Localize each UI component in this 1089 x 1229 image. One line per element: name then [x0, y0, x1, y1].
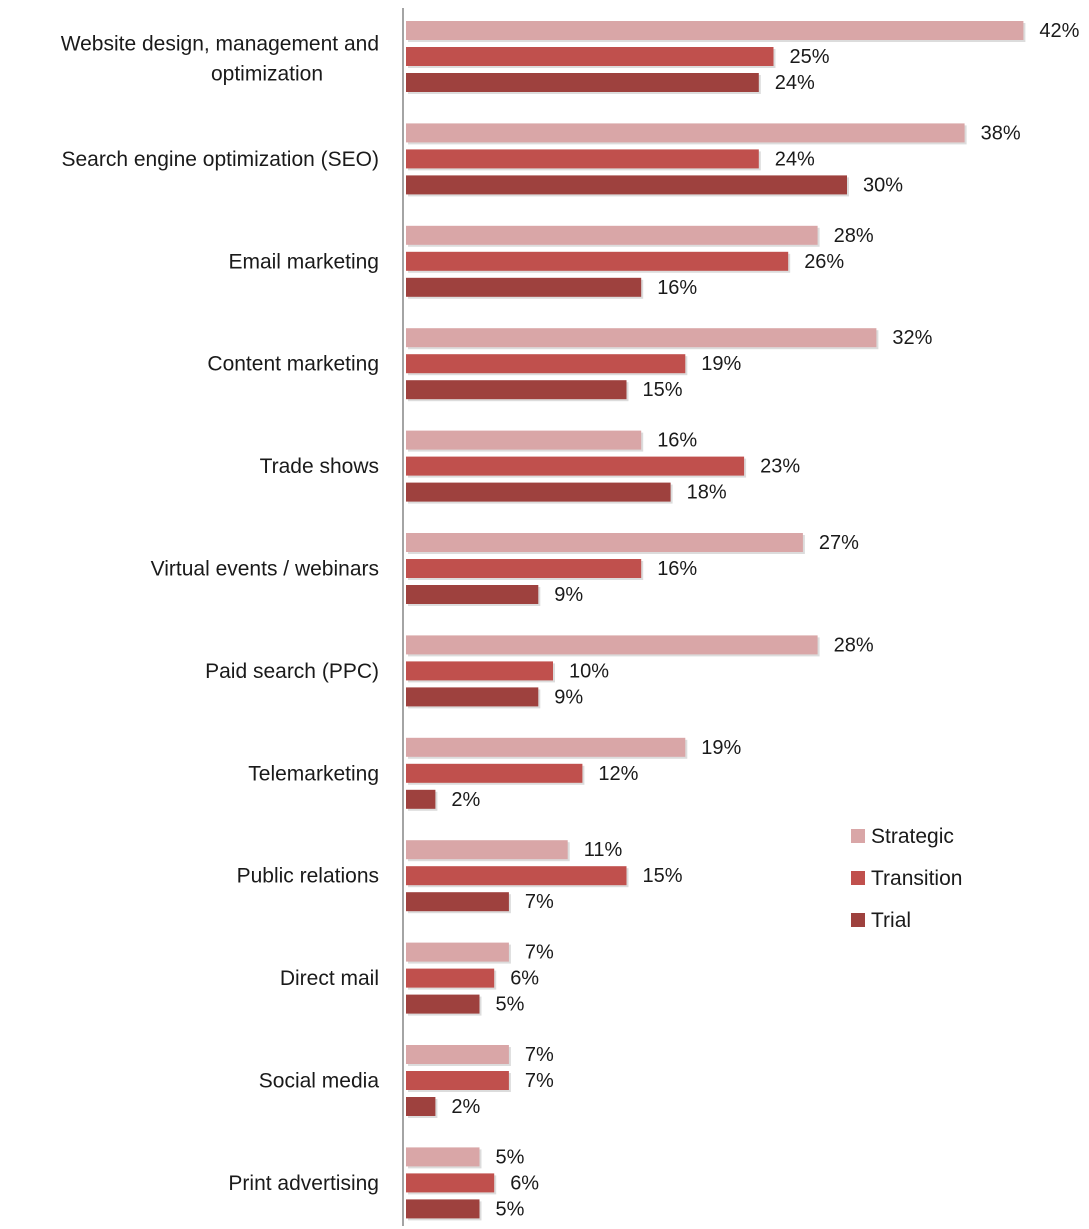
- value-label-strategic-email-marketing: 28%: [834, 225, 874, 247]
- value-label-trial-trade-shows: 18%: [687, 482, 727, 504]
- bar-transition-email-marketing: [406, 251, 789, 271]
- bar-transition-print-advertising: [406, 1173, 495, 1193]
- value-label-trial-telemarketing: 2%: [451, 789, 480, 811]
- bar-strategic-print-advertising: [406, 1147, 480, 1167]
- legend-label-strategic: Strategic: [871, 825, 954, 848]
- category-label-direct-mail: Direct mail: [280, 967, 379, 990]
- value-label-transition-email-marketing: 26%: [804, 251, 844, 273]
- value-label-transition-social-media: 7%: [525, 1070, 554, 1092]
- bar-strategic-virtual-events-webinars: [406, 533, 803, 552]
- value-label-transition-search-engine-optimization-seo: 24%: [775, 148, 815, 170]
- value-label-strategic-telemarketing: 19%: [701, 737, 741, 759]
- bar-trial-trade-shows: [406, 482, 671, 502]
- bar-transition-virtual-events-webinars: [406, 559, 642, 578]
- legend-swatch-transition: [851, 871, 865, 885]
- bars-layer: [406, 21, 1026, 1221]
- value-label-transition-content-marketing: 19%: [701, 353, 741, 375]
- value-label-trial-content-marketing: 15%: [643, 379, 683, 401]
- value-label-transition-trade-shows: 23%: [760, 456, 800, 478]
- legend-label-trial: Trial: [871, 909, 911, 932]
- bar-strategic-public-relations: [406, 840, 568, 860]
- category-label-paid-search-ppc: Paid search (PPC): [205, 660, 379, 683]
- legend-label-transition: Transition: [871, 867, 962, 890]
- bar-trial-telemarketing: [406, 789, 436, 809]
- value-label-strategic-search-engine-optimization-seo: 38%: [981, 122, 1021, 144]
- legend-swatch-trial: [851, 913, 865, 927]
- bar-transition-content-marketing: [406, 354, 686, 374]
- bar-strategic-paid-search-ppc: [406, 635, 818, 655]
- bar-trial-email-marketing: [406, 277, 642, 297]
- value-labels: 42% 25% 24% 38% 24% 30% 28% 26% 16% 32% 19% 15% 16% 2…: [451, 20, 1079, 1220]
- bar-strategic-telemarketing: [406, 737, 686, 757]
- bar-transition-website-design-management-and-optimization: [406, 47, 774, 66]
- value-label-transition-direct-mail: 6%: [510, 968, 539, 990]
- category-label-public-relations: Public relations: [237, 865, 379, 888]
- bar-strategic-content-marketing: [406, 328, 877, 348]
- legend-swatch-strategic: [851, 829, 865, 843]
- category-label-print-advertising: Print advertising: [228, 1172, 379, 1195]
- bar-strategic-direct-mail: [406, 942, 509, 962]
- value-label-strategic-social-media: 7%: [525, 1044, 554, 1066]
- bar-transition-direct-mail: [406, 968, 495, 988]
- category-label-email-marketing: Email marketing: [228, 250, 379, 273]
- bar-trial-public-relations: [406, 892, 509, 912]
- category-labels: Website design, management and optimizati…: [61, 33, 380, 1195]
- value-label-trial-direct-mail: 5%: [496, 994, 525, 1016]
- bar-trial-content-marketing: [406, 380, 627, 400]
- value-label-strategic-content-marketing: 32%: [892, 327, 932, 349]
- category-label-content-marketing: Content marketing: [207, 353, 379, 376]
- value-label-transition-public-relations: 15%: [643, 865, 683, 887]
- category-label-website-design-management-and-optimization: Website design, management and optimizati…: [61, 33, 379, 86]
- value-label-trial-website-design-management-and-optimization: 24%: [775, 72, 815, 94]
- bar-transition-search-engine-optimization-seo: [406, 149, 759, 169]
- value-label-transition-telemarketing: 12%: [598, 763, 638, 785]
- value-label-trial-social-media: 2%: [451, 1096, 480, 1118]
- category-label-trade-shows: Trade shows: [260, 455, 379, 478]
- value-label-strategic-trade-shows: 16%: [657, 430, 697, 452]
- value-label-strategic-paid-search-ppc: 28%: [834, 634, 874, 656]
- value-label-transition-website-design-management-and-optimization: 25%: [790, 46, 830, 68]
- bar-trial-print-advertising: [406, 1199, 480, 1219]
- value-label-strategic-print-advertising: 5%: [496, 1146, 525, 1168]
- bar-trial-website-design-management-and-optimization: [406, 73, 759, 92]
- category-label-virtual-events-webinars: Virtual events / webinars: [151, 558, 379, 581]
- bar-strategic-trade-shows: [406, 430, 642, 450]
- value-label-trial-email-marketing: 16%: [657, 277, 697, 299]
- value-label-strategic-website-design-management-and-optimization: 42%: [1039, 20, 1079, 42]
- value-label-strategic-virtual-events-webinars: 27%: [819, 532, 859, 554]
- bar-trial-paid-search-ppc: [406, 687, 539, 707]
- legend: Strategic Transition Trial: [851, 825, 962, 932]
- value-label-strategic-public-relations: 11%: [584, 839, 623, 861]
- bar-transition-public-relations: [406, 866, 627, 886]
- bar-strategic-email-marketing: [406, 225, 818, 245]
- bar-transition-social-media: [406, 1071, 509, 1090]
- value-label-trial-public-relations: 7%: [525, 891, 554, 913]
- value-label-trial-virtual-events-webinars: 9%: [554, 584, 583, 606]
- bar-trial-virtual-events-webinars: [406, 585, 539, 604]
- value-label-trial-print-advertising: 5%: [496, 1198, 525, 1220]
- category-label-telemarketing: Telemarketing: [248, 762, 379, 785]
- bar-transition-telemarketing: [406, 763, 583, 783]
- category-label-social-media: Social media: [259, 1070, 380, 1093]
- bar-transition-paid-search-ppc: [406, 661, 553, 681]
- bar-trial-social-media: [406, 1097, 436, 1116]
- value-label-transition-paid-search-ppc: 10%: [569, 660, 609, 682]
- category-label-search-engine-optimization-seo: Search engine optimization (SEO): [62, 148, 380, 171]
- value-label-transition-print-advertising: 6%: [510, 1172, 539, 1194]
- bar-trial-direct-mail: [406, 994, 480, 1014]
- value-label-trial-paid-search-ppc: 9%: [554, 686, 583, 708]
- value-label-strategic-direct-mail: 7%: [525, 942, 554, 964]
- value-label-transition-virtual-events-webinars: 16%: [657, 558, 697, 580]
- value-label-trial-search-engine-optimization-seo: 30%: [863, 174, 903, 196]
- bar-transition-trade-shows: [406, 456, 745, 476]
- bar-trial-search-engine-optimization-seo: [406, 175, 847, 195]
- bar-strategic-search-engine-optimization-seo: [406, 123, 965, 143]
- bar-strategic-social-media: [406, 1045, 509, 1064]
- bar-strategic-website-design-management-and-optimization: [406, 21, 1024, 40]
